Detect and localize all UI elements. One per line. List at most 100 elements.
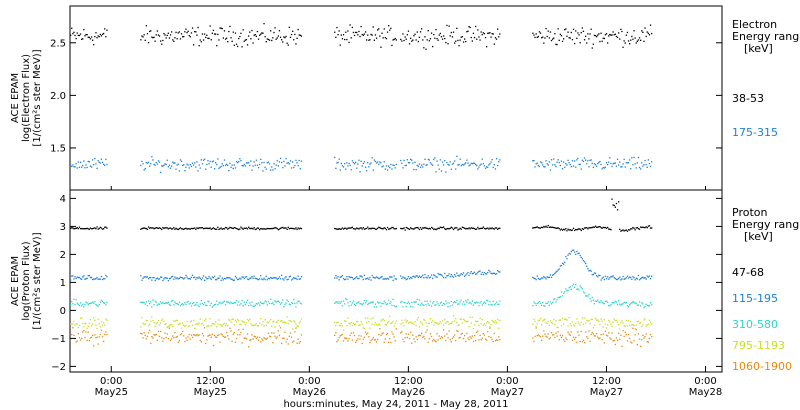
- point: [480, 31, 482, 33]
- point: [76, 276, 78, 278]
- point: [451, 275, 454, 277]
- point: [410, 305, 412, 308]
- point: [647, 159, 649, 161]
- point: [434, 304, 436, 306]
- point: [345, 31, 347, 33]
- point: [377, 29, 379, 31]
- point: [401, 331, 403, 333]
- point: [448, 330, 450, 332]
- point: [275, 164, 277, 166]
- point: [458, 45, 460, 47]
- point: [73, 278, 75, 280]
- point: [499, 33, 501, 35]
- point: [216, 45, 218, 47]
- point: [572, 249, 575, 251]
- point: [355, 277, 357, 279]
- point: [568, 229, 570, 231]
- point: [157, 319, 160, 322]
- point: [374, 322, 377, 324]
- point: [200, 323, 202, 325]
- point: [77, 228, 79, 230]
- point: [415, 301, 417, 303]
- point: [491, 319, 493, 321]
- point: [638, 37, 641, 39]
- point: [622, 229, 624, 231]
- point: [288, 335, 290, 337]
- point: [277, 35, 279, 37]
- point: [429, 228, 432, 230]
- point: [467, 30, 469, 32]
- point: [287, 343, 289, 345]
- point: [392, 333, 394, 335]
- point: [241, 300, 243, 302]
- point: [481, 319, 483, 321]
- point: [649, 227, 652, 229]
- point: [577, 321, 579, 323]
- point: [88, 36, 90, 39]
- x-tick-label-0: 0:00: [100, 376, 122, 387]
- point: [542, 226, 544, 229]
- point: [612, 204, 614, 206]
- point: [235, 227, 238, 230]
- point: [559, 334, 561, 336]
- point: [585, 322, 587, 324]
- point: [583, 292, 586, 294]
- point: [593, 303, 596, 305]
- point: [183, 164, 185, 166]
- point: [244, 337, 246, 339]
- point: [605, 33, 608, 35]
- point: [264, 228, 266, 230]
- point: [371, 338, 373, 341]
- point: [290, 33, 293, 36]
- point: [404, 229, 406, 231]
- point: [232, 302, 234, 305]
- point: [494, 273, 497, 275]
- point: [613, 318, 615, 320]
- point: [370, 228, 372, 230]
- point: [445, 228, 447, 231]
- point: [429, 38, 432, 40]
- point: [566, 35, 568, 37]
- point: [351, 277, 353, 279]
- point: [449, 275, 451, 278]
- point: [275, 337, 277, 339]
- point: [557, 227, 559, 229]
- point: [202, 228, 205, 230]
- point: [448, 302, 450, 304]
- point: [263, 23, 265, 25]
- point: [603, 167, 605, 169]
- point: [158, 335, 161, 338]
- point: [383, 278, 385, 280]
- point: [557, 327, 559, 329]
- point: [155, 333, 157, 336]
- point: [570, 324, 572, 327]
- point: [538, 300, 541, 303]
- point: [386, 332, 389, 335]
- point: [334, 156, 336, 159]
- point: [366, 322, 368, 324]
- point: [299, 34, 301, 36]
- point: [267, 277, 270, 279]
- point: [471, 40, 473, 42]
- point: [612, 163, 614, 165]
- point: [414, 276, 416, 278]
- point: [84, 167, 86, 169]
- point: [150, 30, 152, 32]
- point: [266, 337, 268, 339]
- point: [427, 303, 429, 305]
- point: [70, 227, 72, 229]
- point: [248, 304, 250, 307]
- point: [93, 317, 95, 319]
- point: [585, 159, 587, 161]
- point: [82, 276, 84, 278]
- point: [493, 304, 495, 306]
- point: [359, 35, 361, 38]
- point: [578, 228, 580, 230]
- point: [448, 323, 450, 325]
- point: [623, 40, 625, 42]
- point: [266, 279, 268, 281]
- point: [221, 163, 223, 165]
- point: [549, 301, 552, 303]
- point: [262, 339, 264, 341]
- point: [488, 164, 490, 166]
